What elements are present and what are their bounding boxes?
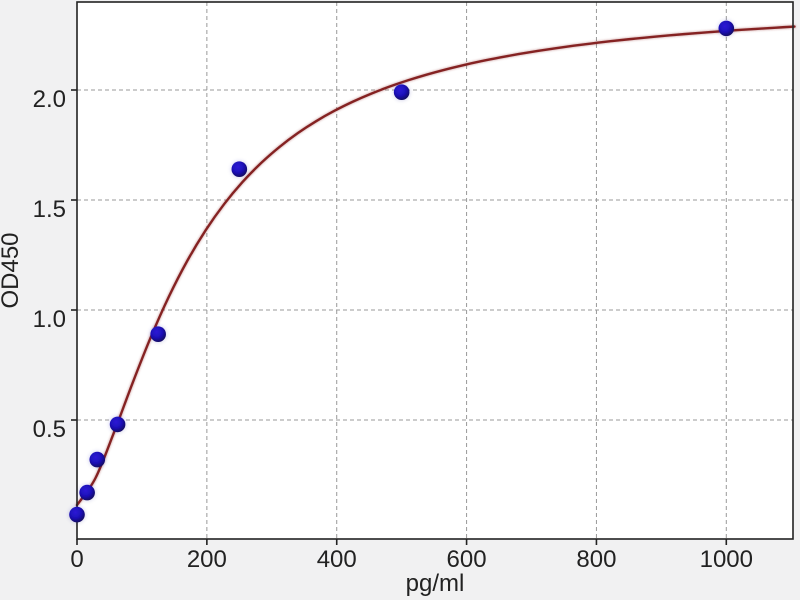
svg-text:1000: 1000 <box>700 546 753 573</box>
svg-text:1.5: 1.5 <box>33 196 66 223</box>
svg-text:0.5: 0.5 <box>33 416 66 443</box>
svg-text:400: 400 <box>317 546 357 573</box>
svg-text:pg/ml: pg/ml <box>406 570 465 597</box>
svg-text:600: 600 <box>447 546 487 573</box>
svg-text:800: 800 <box>576 546 616 573</box>
svg-text:OD450: OD450 <box>0 232 24 308</box>
svg-text:0: 0 <box>70 546 83 573</box>
svg-text:1.0: 1.0 <box>33 306 66 333</box>
svg-text:200: 200 <box>187 546 227 573</box>
svg-text:2.0: 2.0 <box>33 86 66 113</box>
